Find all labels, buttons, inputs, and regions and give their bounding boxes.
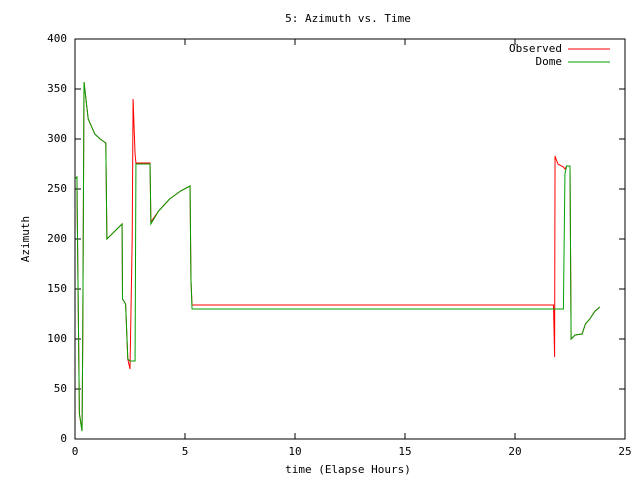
x-tick-label: 25 — [618, 445, 631, 458]
y-tick-label: 300 — [47, 132, 67, 145]
y-tick-label: 200 — [47, 232, 67, 245]
legend-label: Observed — [509, 42, 562, 55]
y-tick-label: 50 — [54, 382, 67, 395]
series-line — [74, 81, 601, 432]
plot-border — [74, 38, 626, 440]
series-line — [74, 81, 601, 432]
x-tick-label: 5 — [182, 445, 189, 458]
y-tick-label: 350 — [47, 82, 67, 95]
x-tick-label: 20 — [508, 445, 521, 458]
x-tick-label: 0 — [72, 445, 79, 458]
y-tick-label: 150 — [47, 282, 67, 295]
y-axis-label: Azimuth — [19, 216, 32, 262]
y-tick-label: 0 — [60, 432, 67, 445]
x-tick-label: 15 — [398, 445, 411, 458]
y-tick-label: 400 — [47, 32, 67, 45]
y-tick-label: 250 — [47, 182, 67, 195]
x-tick-label: 10 — [288, 445, 301, 458]
legend-label: Dome — [536, 55, 563, 68]
chart-title: 5: Azimuth vs. Time — [285, 12, 411, 25]
x-axis-label: time (Elapse Hours) — [285, 463, 411, 476]
y-tick-label: 100 — [47, 332, 67, 345]
